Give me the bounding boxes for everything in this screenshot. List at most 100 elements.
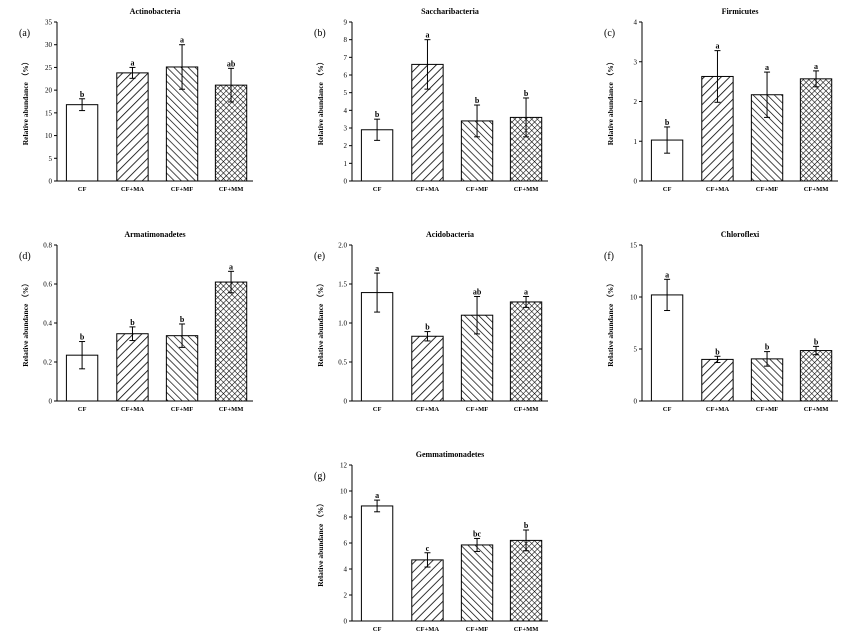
y-tick-label: 0 bbox=[634, 398, 638, 406]
significance-label: ab bbox=[227, 59, 236, 68]
y-axis-label: Relative abundance （%） bbox=[20, 279, 30, 367]
significance-label: b bbox=[375, 110, 380, 119]
chart-panel: (e) Acidobacteria Relative abundance （%） 0 0… bbox=[314, 230, 548, 413]
significance-label: a bbox=[425, 31, 429, 40]
y-tick-label: 0 bbox=[344, 178, 348, 186]
chart-title: Firmicutes bbox=[722, 7, 759, 16]
significance-label: a bbox=[375, 264, 379, 273]
x-tick-label: CF bbox=[78, 186, 87, 193]
y-tick-label: 1 bbox=[344, 160, 348, 168]
bar bbox=[460, 544, 494, 622]
panel-label: (b) bbox=[314, 28, 326, 39]
x-tick-label: CF+MM bbox=[514, 626, 539, 633]
y-tick-label: 35 bbox=[45, 19, 53, 27]
x-tick-label: CF bbox=[663, 406, 672, 413]
y-tick-label: 5 bbox=[344, 89, 348, 97]
y-axis-label: Relative abundance （%） bbox=[605, 58, 615, 146]
significance-label: b bbox=[425, 323, 430, 332]
y-tick-label: 6 bbox=[344, 72, 348, 80]
y-tick-label: 0.8 bbox=[43, 242, 52, 250]
y-tick-label: 0 bbox=[634, 178, 638, 186]
significance-label: b bbox=[130, 318, 135, 327]
panel-label: (g) bbox=[314, 471, 326, 482]
y-tick-label: 12 bbox=[340, 462, 348, 470]
y-tick-label: 4 bbox=[344, 107, 348, 115]
y-tick-label: 1 bbox=[634, 138, 638, 146]
bar bbox=[701, 358, 734, 402]
x-tick-label: CF bbox=[373, 186, 382, 193]
y-tick-label: 2 bbox=[344, 142, 348, 150]
x-tick-label: CF+MF bbox=[756, 406, 779, 413]
y-tick-label: 3 bbox=[634, 58, 638, 66]
bar bbox=[116, 333, 149, 402]
significance-label: a bbox=[765, 63, 769, 72]
chart-panel: (b) Saccharibacteria Relative abundance （%… bbox=[314, 7, 548, 193]
panel-label: (e) bbox=[314, 251, 325, 262]
chart-title: Chloroflexi bbox=[721, 230, 760, 239]
y-tick-label: 2.0 bbox=[338, 242, 347, 250]
y-tick-label: 0.6 bbox=[43, 281, 52, 289]
y-tick-label: 3 bbox=[344, 125, 348, 133]
significance-label: a bbox=[665, 270, 669, 279]
significance-label: b bbox=[180, 315, 185, 324]
x-tick-label: CF+MM bbox=[804, 406, 829, 413]
x-tick-label: CF+MA bbox=[416, 186, 440, 193]
y-tick-label: 0.2 bbox=[43, 359, 52, 367]
x-tick-label: CF+MF bbox=[171, 186, 194, 193]
y-tick-label: 15 bbox=[45, 109, 53, 117]
chart-title: Saccharibacteria bbox=[421, 7, 479, 16]
x-tick-label: CF+MM bbox=[219, 186, 244, 193]
significance-label: b bbox=[80, 333, 85, 342]
chart-panel: (d) Armatimonadetes Relative abundance （%）… bbox=[19, 230, 253, 413]
y-tick-label: 10 bbox=[340, 488, 348, 496]
x-tick-label: CF+MM bbox=[514, 406, 539, 413]
bar bbox=[799, 350, 833, 402]
significance-label: b bbox=[524, 89, 529, 98]
y-tick-label: 5 bbox=[49, 155, 53, 163]
x-tick-label: CF bbox=[78, 406, 87, 413]
bar bbox=[360, 505, 394, 622]
chart-title: Armatimonadetes bbox=[124, 230, 185, 239]
y-tick-label: 9 bbox=[344, 19, 348, 27]
y-tick-label: 8 bbox=[344, 36, 348, 44]
x-tick-label: CF bbox=[373, 626, 382, 633]
significance-label: b bbox=[814, 337, 819, 346]
panel-label: (f) bbox=[604, 251, 614, 262]
y-tick-label: 0 bbox=[49, 178, 53, 186]
chart-panel: (c) Firmicutes Relative abundance （%） 0 1 2 3 4… bbox=[604, 7, 838, 193]
significance-label: b bbox=[475, 96, 480, 105]
x-tick-label: CF+MF bbox=[171, 406, 194, 413]
y-tick-label: 30 bbox=[45, 41, 53, 49]
chart-title: Actinobacteria bbox=[130, 7, 181, 16]
bar bbox=[165, 66, 199, 182]
significance-label: a bbox=[180, 36, 184, 45]
significance-label: a bbox=[130, 58, 134, 67]
y-axis-label: Relative abundance （%） bbox=[605, 279, 615, 367]
bar bbox=[509, 301, 543, 402]
y-tick-label: 7 bbox=[344, 54, 348, 62]
significance-label: b bbox=[80, 90, 85, 99]
significance-label: a bbox=[375, 491, 379, 500]
y-tick-label: 1.0 bbox=[338, 320, 347, 328]
y-tick-label: 0.5 bbox=[338, 359, 347, 367]
bar bbox=[214, 281, 248, 402]
bar bbox=[799, 78, 833, 182]
chart-panel: (f) Chloroflexi Relative abundance （%） 0 5 10… bbox=[604, 230, 838, 413]
significance-label: b bbox=[765, 343, 770, 352]
y-tick-label: 0 bbox=[344, 398, 348, 406]
y-tick-label: 10 bbox=[45, 132, 53, 140]
y-tick-label: 0 bbox=[344, 618, 348, 626]
y-tick-label: 5 bbox=[634, 346, 638, 354]
y-tick-label: 4 bbox=[634, 19, 638, 27]
x-tick-label: CF+MM bbox=[219, 406, 244, 413]
x-tick-label: CF+MF bbox=[466, 406, 489, 413]
chart-panel: (g) Gemmatimonadetes Relative abundance （%… bbox=[314, 450, 548, 633]
y-tick-label: 8 bbox=[344, 514, 348, 522]
y-tick-label: 10 bbox=[630, 294, 638, 302]
significance-label: b bbox=[524, 521, 529, 530]
y-tick-label: 15 bbox=[630, 242, 638, 250]
bar bbox=[411, 335, 444, 402]
x-tick-label: CF+MF bbox=[466, 626, 489, 633]
x-tick-label: CF+MM bbox=[804, 186, 829, 193]
y-tick-label: 20 bbox=[45, 87, 53, 95]
